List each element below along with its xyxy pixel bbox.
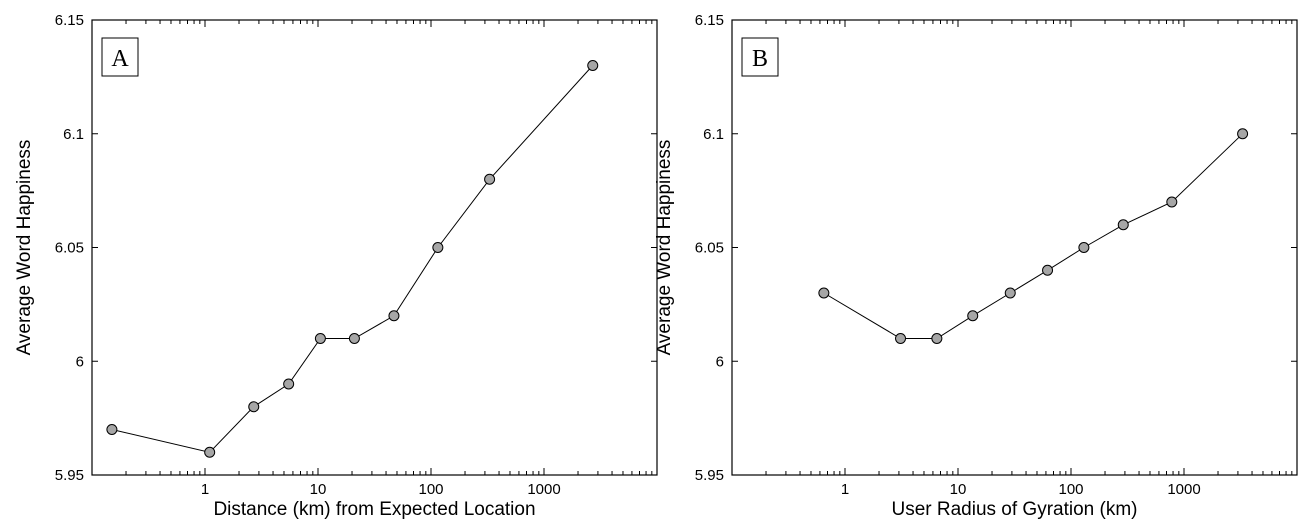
series-line <box>111 65 594 453</box>
data-point <box>1237 128 1249 140</box>
plot-area <box>91 19 658 476</box>
x-tick-label: 100 <box>418 481 443 498</box>
x-axis-label: Distance (km) from Expected Location <box>213 499 535 520</box>
y-tick-label: 6 <box>76 353 84 370</box>
data-point <box>388 310 400 322</box>
y-tick-label: 5.95 <box>695 467 724 484</box>
y-tick-label: 6.05 <box>55 240 84 257</box>
x-tick-label: 10 <box>950 481 967 498</box>
x-tick-label: 1000 <box>527 481 560 498</box>
data-point <box>283 378 295 390</box>
panel-label-box <box>741 37 779 77</box>
y-tick-label: 6 <box>716 353 724 370</box>
x-tick-label: 1 <box>201 481 209 498</box>
data-point <box>348 333 360 344</box>
data-point <box>1078 242 1090 253</box>
y-tick-label: 6.15 <box>55 12 84 29</box>
plot-area <box>731 19 1298 476</box>
y-tick-label: 6.1 <box>703 126 724 143</box>
y-tick-label: 6.05 <box>695 240 724 257</box>
data-point <box>818 287 830 299</box>
data-point <box>484 173 496 185</box>
data-point <box>248 401 260 413</box>
data-point <box>931 333 943 344</box>
y-axis-label: Average Word Happiness <box>654 140 675 356</box>
data-point <box>895 333 907 344</box>
data-point <box>587 60 599 71</box>
y-tick-label: 6.1 <box>63 126 84 143</box>
x-tick-label: 1 <box>841 481 849 498</box>
data-point <box>106 424 118 435</box>
panel-label: B <box>752 46 768 72</box>
x-tick-label: 100 <box>1058 481 1083 498</box>
x-tick-label: 1000 <box>1167 481 1200 498</box>
chart-panel-b: 5.95 6 6.05 6.1 6.15 1 10 100 1000 User Radius of… <box>654 12 1298 520</box>
y-axis-label: Average Word Happiness <box>14 140 35 356</box>
data-point <box>1117 219 1129 231</box>
data-point <box>314 333 326 344</box>
y-tick-label: 6.15 <box>695 12 724 29</box>
panel-label-box <box>101 37 139 77</box>
x-tick-label: 10 <box>310 481 327 498</box>
panel-label: A <box>111 46 129 72</box>
data-point <box>204 446 216 458</box>
data-point <box>1004 287 1016 299</box>
data-point <box>1042 264 1054 276</box>
x-axis-label: User Radius of Gyration (km) <box>891 499 1137 520</box>
y-tick-label: 5.95 <box>55 467 84 484</box>
data-point <box>1166 196 1178 208</box>
series-line <box>823 133 1243 339</box>
data-point <box>967 310 979 322</box>
data-point <box>432 242 444 253</box>
